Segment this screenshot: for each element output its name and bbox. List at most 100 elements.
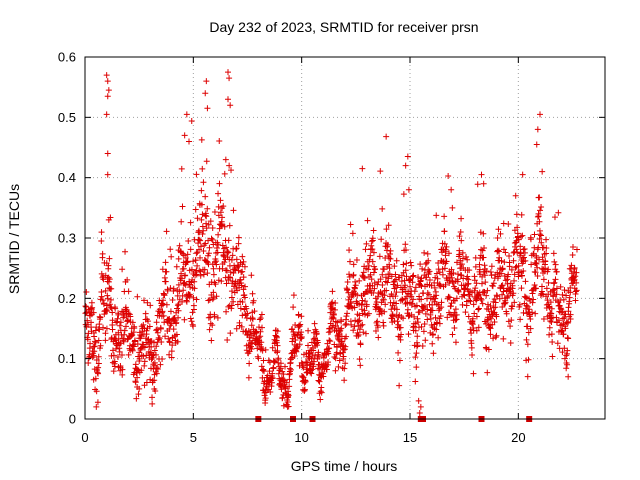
data-point — [143, 331, 150, 338]
data-point — [347, 298, 354, 305]
data-point — [185, 292, 192, 299]
data-point — [178, 270, 185, 277]
data-point — [505, 271, 512, 278]
data-point — [452, 317, 459, 324]
data-point — [378, 307, 385, 314]
data-point — [411, 313, 418, 320]
data-point — [332, 299, 339, 306]
data-point — [305, 342, 312, 349]
data-point — [184, 251, 191, 258]
data-point — [356, 356, 363, 363]
data-point — [297, 321, 304, 328]
data-point — [357, 362, 364, 369]
data-point — [490, 335, 497, 342]
data-point — [226, 222, 233, 229]
data-point — [243, 305, 250, 312]
data-point — [518, 285, 525, 292]
data-point — [200, 271, 207, 278]
y-tick-label: 0.5 — [58, 110, 76, 125]
data-point — [546, 324, 553, 331]
data-point — [403, 260, 410, 267]
data-point — [82, 303, 89, 310]
data-point-outlier — [448, 186, 455, 193]
data-point — [316, 378, 323, 385]
data-point — [365, 310, 372, 317]
data-point — [426, 268, 433, 275]
data-point — [143, 352, 150, 359]
data-point — [340, 353, 347, 360]
data-point — [448, 266, 455, 273]
x-tick-label: 5 — [190, 430, 197, 445]
data-point — [197, 237, 204, 244]
data-point — [168, 348, 175, 355]
data-point — [536, 235, 543, 242]
data-point — [523, 302, 530, 309]
data-point — [428, 282, 435, 289]
data-point — [451, 325, 458, 332]
data-point — [221, 259, 228, 266]
data-point — [185, 238, 192, 245]
data-point — [188, 117, 195, 124]
data-point — [291, 352, 298, 359]
data-point — [409, 279, 416, 286]
data-point — [368, 238, 375, 245]
data-point — [547, 309, 554, 316]
data-point — [318, 384, 325, 391]
data-point — [289, 325, 296, 332]
data-point — [358, 306, 365, 313]
data-point — [346, 247, 353, 254]
y-tick-label: 0.6 — [58, 50, 76, 65]
data-point — [217, 197, 224, 204]
data-point — [110, 352, 117, 359]
data-point — [233, 256, 240, 263]
data-point — [328, 305, 335, 312]
data-point — [387, 247, 394, 254]
data-point — [158, 338, 165, 345]
data-point — [290, 292, 297, 299]
data-point — [212, 281, 219, 288]
data-point — [402, 282, 409, 289]
data-point — [388, 273, 395, 280]
data-point — [192, 206, 199, 213]
data-point — [379, 281, 386, 288]
data-point — [169, 342, 176, 349]
data-point — [179, 292, 186, 299]
data-point — [141, 358, 148, 365]
data-point — [95, 360, 102, 367]
data-point — [479, 300, 486, 307]
data-point — [493, 313, 500, 320]
data-point — [405, 331, 412, 338]
data-point — [532, 285, 539, 292]
data-point — [292, 322, 299, 329]
data-point — [458, 261, 465, 268]
data-point — [210, 289, 217, 296]
data-point — [375, 334, 382, 341]
data-point — [300, 364, 307, 371]
data-point — [419, 342, 426, 349]
data-point — [274, 328, 281, 335]
data-point — [481, 262, 488, 269]
data-point — [190, 294, 197, 301]
data-point — [352, 282, 359, 289]
data-point — [412, 284, 419, 291]
data-point-outlier — [202, 90, 209, 97]
data-point — [425, 257, 432, 264]
data-point — [329, 288, 336, 295]
data-point — [247, 344, 254, 351]
data-point — [260, 357, 267, 364]
data-point — [483, 292, 490, 299]
data-point — [484, 317, 491, 324]
data-point — [270, 365, 277, 372]
data-point — [542, 258, 549, 265]
data-point — [193, 271, 200, 278]
data-point — [125, 310, 132, 317]
data-point — [505, 293, 512, 300]
data-point — [374, 281, 381, 288]
data-point — [437, 282, 444, 289]
data-point — [233, 245, 240, 252]
data-point — [271, 359, 278, 366]
data-point — [330, 322, 337, 329]
data-point — [147, 302, 154, 309]
data-point — [534, 213, 541, 220]
data-point — [433, 212, 440, 219]
